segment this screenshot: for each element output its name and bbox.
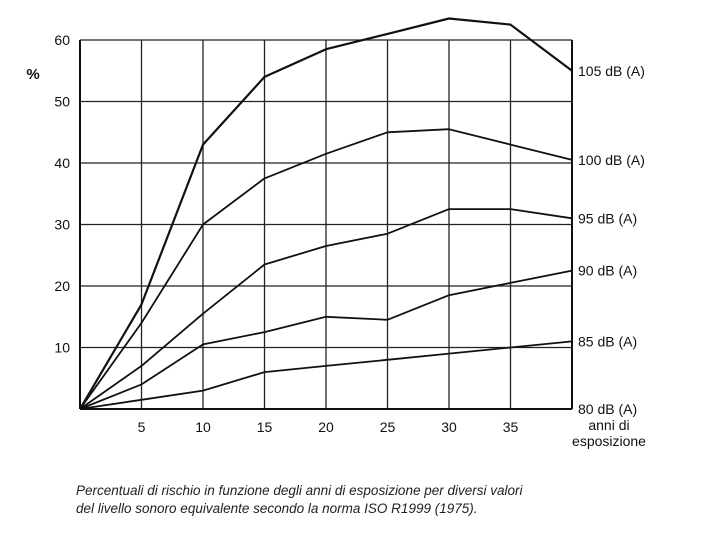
x-tick-label-15: 15 — [257, 419, 273, 435]
y-axis-label: % — [26, 66, 39, 83]
series-label-90-db-a: 90 dB (A) — [578, 263, 637, 279]
figure-caption: Percentuali di rischio in funzione degli… — [76, 482, 716, 518]
series-line-95-db-a — [79, 208, 573, 410]
labels: % anni di esposizione 10 20 30 40 50 60 5 10 15 2… — [26, 32, 646, 449]
x-tick-label-5: 5 — [138, 419, 146, 435]
risk-chart: % anni di esposizione 10 20 30 40 50 60 5 10 15 2… — [26, 17, 646, 449]
series-label-105-db-a: 105 dB (A) — [578, 63, 645, 79]
y-tick-label-30: 30 — [54, 217, 70, 233]
x-axis-label-line-1: anni di — [588, 417, 629, 433]
x-tick-label-35: 35 — [503, 419, 519, 435]
series-label-85-db-a: 85 dB (A) — [578, 333, 637, 349]
series-label-80-db-a: 80 dB (A) — [578, 401, 637, 417]
series-label-100-db-a: 100 dB (A) — [578, 152, 645, 168]
y-tick-label-10: 10 — [54, 340, 70, 356]
grid — [80, 39, 572, 409]
series-lines — [79, 17, 573, 410]
y-tick-label-20: 20 — [54, 278, 70, 294]
y-tick-label-60: 60 — [54, 32, 70, 48]
y-tick-label-40: 40 — [54, 155, 70, 171]
y-tick-label-50: 50 — [54, 94, 70, 110]
x-tick-label-10: 10 — [195, 419, 211, 435]
x-axis-label-line-2: esposizione — [572, 433, 646, 449]
series-line-90-db-a — [79, 269, 573, 410]
series-line-85-db-a — [79, 340, 573, 410]
series-line-100-db-a — [79, 128, 573, 410]
caption-line-2: del livello sonoro equivalente secondo l… — [76, 501, 478, 516]
series-line-105-db-a — [79, 17, 573, 410]
x-tick-label-25: 25 — [380, 419, 396, 435]
x-tick-label-20: 20 — [318, 419, 334, 435]
series-label-95-db-a: 95 dB (A) — [578, 210, 637, 226]
x-tick-label-30: 30 — [441, 419, 457, 435]
caption-line-1: Percentuali di rischio in funzione degli… — [76, 483, 523, 498]
